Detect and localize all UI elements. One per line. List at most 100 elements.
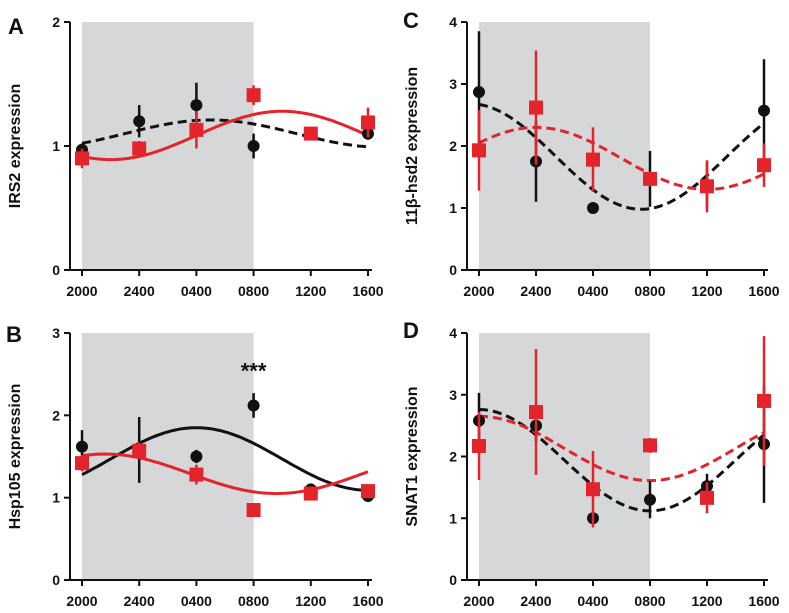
y-tick-label: 1	[449, 200, 457, 216]
control-point	[644, 493, 656, 506]
control-point	[133, 115, 146, 128]
treated-point	[586, 482, 600, 497]
treated-point	[757, 393, 771, 408]
panel-d: 0 1 2 3 4 2000 2400 0400 0800 1200 1600 SNAT1 expre…	[403, 318, 780, 609]
y-tick-label: 0	[52, 572, 60, 588]
control-point	[587, 202, 599, 214]
treated-point	[529, 405, 543, 420]
panel-letter: D	[403, 318, 419, 343]
treated-point	[303, 126, 318, 141]
treated-point	[132, 141, 147, 156]
y-tick-label: 3	[449, 387, 457, 403]
control-fit-curve	[478, 103, 765, 211]
y-tick-label: 4	[449, 14, 457, 30]
treated-point	[246, 88, 261, 103]
x-tick-label: 1600	[748, 283, 779, 299]
control-point	[190, 99, 203, 112]
panel-b: 0 1 2 3 2000 2400 0400 0800 1200 1600 Hsp105 expre…	[6, 322, 384, 609]
treated-fit-curve	[478, 125, 765, 191]
treated-point	[586, 152, 600, 167]
treated-point	[472, 439, 486, 454]
x-tick-label: 2400	[520, 283, 551, 299]
treated-point	[246, 503, 261, 518]
treated-point	[132, 443, 147, 458]
y-axis-label: IRS2 expression	[7, 84, 24, 209]
treated-point	[472, 143, 486, 158]
panel-a: 0 1 2 2000 2400 0400 0800 1200 1600 IRS2 expressi…	[7, 14, 384, 299]
y-tick-label: 3	[449, 76, 457, 92]
x-tick-label: 1200	[295, 593, 326, 609]
y-tick-label: 2	[449, 449, 457, 465]
treated-fit-curve	[81, 109, 369, 162]
x-tick-label: 0400	[577, 593, 608, 609]
y-tick-label: 4	[449, 325, 457, 341]
x-tick-label: 0400	[181, 283, 212, 299]
x-tick-label: 0400	[181, 593, 212, 609]
y-tick-label: 2	[52, 407, 60, 423]
y-axis-label: Hsp105 expression	[7, 384, 24, 530]
y-tick-label: 1	[52, 490, 60, 506]
y-tick-label: 1	[449, 510, 457, 526]
treated-point	[303, 486, 318, 501]
y-tick-label: 2	[52, 14, 60, 30]
x-tick-label: 1600	[352, 283, 383, 299]
treated-point	[643, 438, 657, 453]
y-tick-label: 0	[449, 572, 457, 588]
control-fit-curve	[81, 118, 369, 149]
dark-phase-shading	[479, 333, 650, 580]
treated-point	[75, 151, 89, 166]
y-tick-label: 2	[449, 138, 457, 154]
x-tick-label: 2400	[124, 283, 155, 299]
significance-annotation: ***	[241, 358, 267, 383]
x-tick-label: 1600	[748, 593, 779, 609]
x-tick-label: 1200	[691, 593, 722, 609]
treated-point	[189, 122, 204, 137]
y-tick-label: 1	[52, 138, 60, 154]
control-point	[247, 399, 260, 412]
x-tick-label: 0800	[634, 593, 665, 609]
treated-point	[361, 115, 375, 130]
x-tick-label: 0400	[577, 283, 608, 299]
treated-point	[189, 467, 204, 482]
x-tick-label: 0800	[238, 593, 269, 609]
control-point	[76, 440, 88, 453]
x-tick-label: 2400	[520, 593, 551, 609]
treated-fit-curve	[479, 414, 765, 483]
treated-point	[529, 100, 543, 115]
control-fit-curve	[479, 408, 765, 513]
control-point	[758, 104, 770, 117]
control-fit-curve	[81, 426, 369, 492]
treated-point	[361, 484, 375, 499]
treated-fit-curve	[81, 452, 369, 496]
y-tick-label: 0	[449, 262, 457, 278]
treated-point	[700, 179, 714, 194]
x-tick-label: 2000	[66, 593, 97, 609]
panel-letter: B	[6, 322, 22, 347]
control-point	[190, 450, 203, 463]
x-tick-label: 2000	[463, 283, 494, 299]
control-point	[473, 86, 485, 99]
control-point	[247, 140, 260, 152]
x-tick-label: 1200	[295, 283, 326, 299]
x-tick-label: 2400	[124, 593, 155, 609]
x-tick-label: 1600	[352, 593, 383, 609]
x-tick-label: 2000	[66, 283, 97, 299]
y-tick-label: 3	[52, 325, 60, 341]
x-tick-label: 0800	[238, 283, 269, 299]
dark-phase-shading	[479, 22, 650, 270]
y-tick-label: 0	[52, 262, 60, 278]
x-tick-label: 1200	[691, 283, 722, 299]
panel-c: 0 1 2 3 4 2000 2400 0400 0800 1200 1600 11β-hsd2 ex…	[403, 8, 780, 299]
treated-point	[757, 158, 771, 173]
x-tick-label: 0800	[634, 283, 665, 299]
x-tick-label: 2000	[463, 593, 494, 609]
treated-point	[643, 171, 657, 186]
y-axis-label: SNAT1 expression	[404, 386, 421, 526]
y-axis-label: 11β-hsd2 expression	[404, 67, 421, 225]
treated-point	[75, 456, 89, 471]
dark-phase-shading	[82, 333, 254, 580]
panel-letter: C	[403, 8, 419, 33]
treated-point	[700, 490, 714, 505]
panel-letter: A	[8, 14, 24, 39]
